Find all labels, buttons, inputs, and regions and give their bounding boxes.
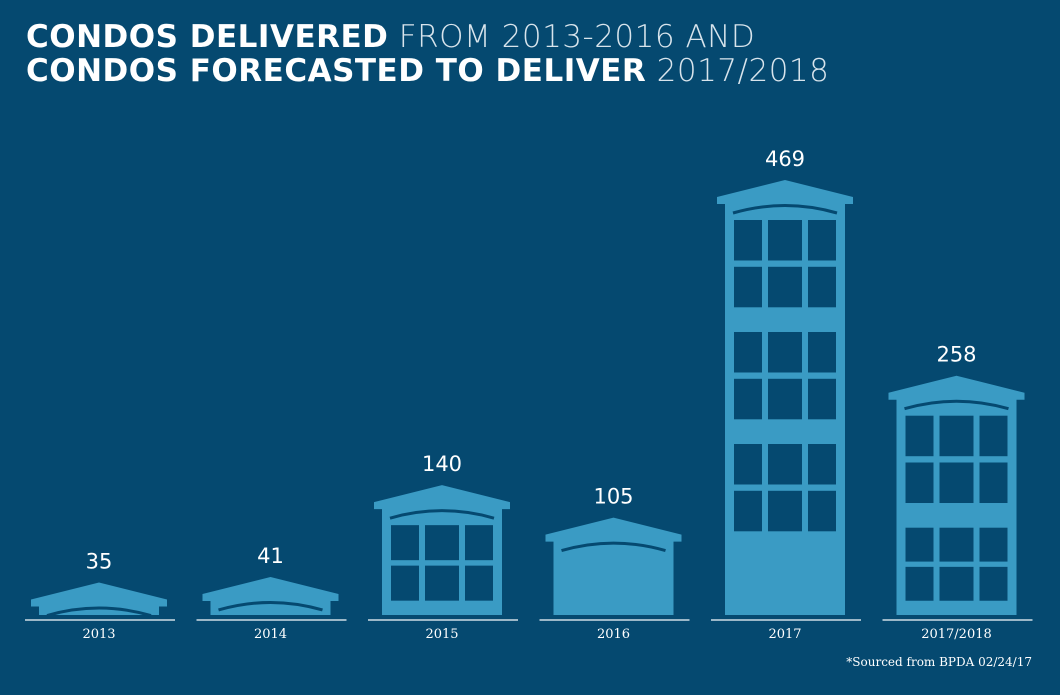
window-pane <box>905 566 934 601</box>
window-pane <box>905 462 934 504</box>
roof-arc <box>904 399 1009 411</box>
window-pane <box>979 415 1008 457</box>
title-light-1: FROM 2013-2016 AND <box>388 19 756 55</box>
roof-arc <box>561 541 666 553</box>
value-label: 140 <box>422 452 462 476</box>
window-pane <box>734 220 762 261</box>
window-pane <box>768 266 802 308</box>
bar-building-2015 <box>374 485 510 615</box>
window-pane <box>768 378 802 420</box>
window-pane <box>734 490 762 532</box>
window-pane <box>979 527 1008 562</box>
window-pane <box>391 525 419 561</box>
window-pane <box>808 220 836 261</box>
x-tick-label: 2013 <box>82 627 115 642</box>
window-pane <box>939 462 974 504</box>
title-bold-1: CONDOS DELIVERED <box>26 19 389 55</box>
roof-arc <box>218 601 323 612</box>
bar-building-2016 <box>545 517 682 615</box>
building-roof <box>545 517 682 542</box>
title-bold-2: CONDOS FORECASTED TO DELIVER <box>26 53 647 89</box>
window-pane <box>465 525 493 561</box>
window-pane <box>808 490 836 532</box>
roof-arc <box>389 509 495 520</box>
value-label: 469 <box>765 147 805 171</box>
value-label: 41 <box>257 544 284 568</box>
window-pane <box>808 378 836 420</box>
building-roof <box>374 485 510 510</box>
value-label: 105 <box>593 485 633 509</box>
window-pane <box>768 220 802 261</box>
window-pane <box>905 415 934 457</box>
window-pane <box>939 527 974 562</box>
window-pane <box>734 332 762 373</box>
window-pane <box>808 444 836 485</box>
window-pane <box>768 332 802 373</box>
window-pane <box>734 444 762 485</box>
window-pane <box>979 462 1008 504</box>
footnote: *Sourced from BPDA 02/24/17 <box>846 655 1032 669</box>
window-pane <box>768 444 802 485</box>
window-pane <box>808 266 836 308</box>
x-tick-label: 2017/2018 <box>921 627 992 642</box>
window-pane <box>734 266 762 308</box>
building-roof <box>202 576 339 601</box>
window-pane <box>425 565 459 601</box>
roof-arc <box>46 606 152 617</box>
x-tick-label: 2015 <box>425 627 458 642</box>
window-pane <box>939 566 974 601</box>
value-label: 35 <box>86 550 113 574</box>
value-label: 258 <box>936 343 976 367</box>
window-pane <box>768 490 802 532</box>
building-roof <box>888 375 1025 400</box>
chart-title: CONDOS DELIVERED FROM 2013-2016 AND COND… <box>26 20 829 88</box>
window-pane <box>979 566 1008 601</box>
window-pane <box>425 525 459 561</box>
x-tick-label: 2017 <box>768 627 801 642</box>
x-tick-label: 2016 <box>597 627 630 642</box>
building-roof <box>717 180 853 204</box>
window-pane <box>808 332 836 373</box>
window-pane <box>939 415 974 457</box>
bar-building-2013 <box>31 582 167 617</box>
x-tick-label: 2014 <box>254 627 287 642</box>
bar-building-2017 <box>717 180 853 615</box>
bar-building-2017/2018 <box>888 375 1025 615</box>
building-roof <box>31 582 167 607</box>
title-light-2: 2017/2018 <box>646 53 830 89</box>
window-pane <box>465 565 493 601</box>
roof-arc <box>732 204 838 215</box>
window-pane <box>391 565 419 601</box>
bar-building-2014 <box>202 576 339 615</box>
window-pane <box>905 527 934 562</box>
window-pane <box>734 378 762 420</box>
